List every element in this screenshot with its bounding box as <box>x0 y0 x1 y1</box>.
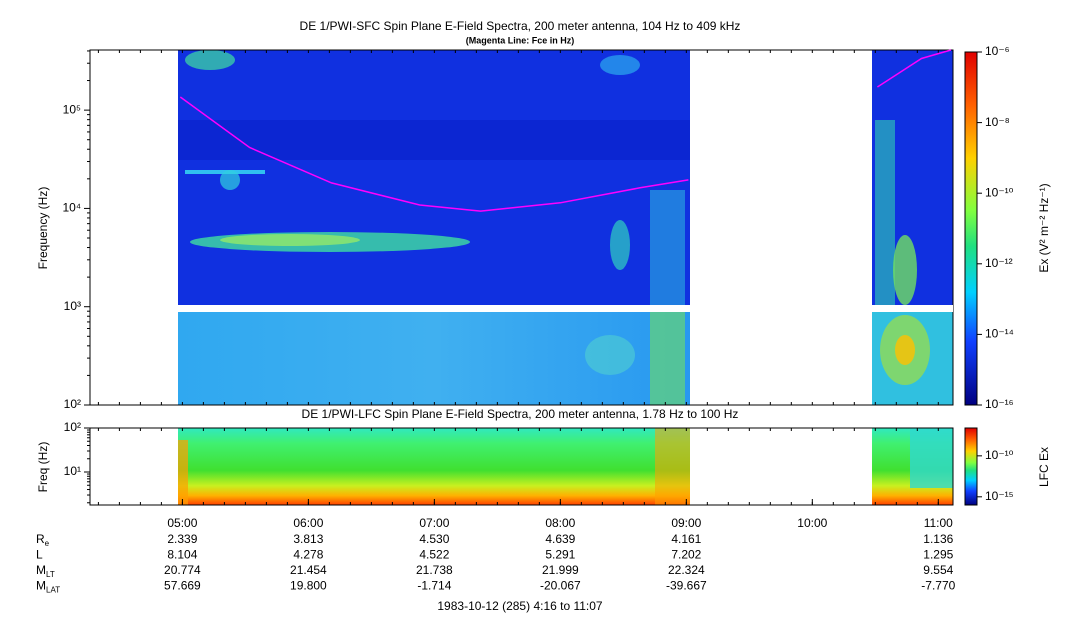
colorbar-tick-label: 10⁻¹⁶ <box>985 397 1014 411</box>
band-gap <box>178 305 953 312</box>
colorbar-label: Ex (V² m⁻² Hz⁻¹) <box>1037 183 1051 272</box>
ephemeris-value: 4.278 <box>293 548 323 562</box>
x-tick-label: 11:00 <box>924 516 953 530</box>
colorbar <box>964 427 978 506</box>
ephemeris-value: 20.774 <box>164 563 201 577</box>
y-axis-label: Freq (Hz) <box>36 442 50 493</box>
y-tick-label: 10⁵ <box>63 102 81 116</box>
x-tick-label: 09:00 <box>671 516 701 530</box>
y-tick-label: 10² <box>64 397 81 411</box>
colorbar <box>964 51 978 406</box>
ephemeris-value: 3.813 <box>293 532 323 546</box>
ephemeris-value: 4.639 <box>545 532 575 546</box>
colorbar-label: LFC Ex <box>1037 447 1051 487</box>
ephemeris-label-main: R <box>36 532 45 546</box>
ephemeris-value: 8.104 <box>167 548 197 562</box>
ephemeris-value: -39.667 <box>666 579 707 593</box>
ephemeris-value: 21.454 <box>290 563 327 577</box>
ephemeris-value: -20.067 <box>540 579 581 593</box>
chart-title: DE 1/PWI-SFC Spin Plane E-Field Spectra,… <box>300 19 741 33</box>
colorbar-tick-label: 10⁻¹⁰ <box>985 185 1014 199</box>
colorbar-tick-label: 10⁻¹² <box>985 256 1013 270</box>
x-tick-label: 07:00 <box>419 516 449 530</box>
plot-frame <box>89 49 954 406</box>
ephemeris-label-main: M <box>36 579 46 593</box>
fce-line <box>179 49 952 212</box>
ephemeris-value: 19.800 <box>290 579 327 593</box>
y-axis-label: Frequency (Hz) <box>36 187 50 270</box>
ephemeris-label: MLT <box>36 563 55 579</box>
ephemeris-label: L <box>36 548 43 562</box>
colorbar-tick-label: 10⁻⁶ <box>985 44 1010 58</box>
y-tick-label: 10⁴ <box>62 201 81 215</box>
ephemeris-value: 4.161 <box>671 532 701 546</box>
ephemeris-value: 1.136 <box>923 532 953 546</box>
y-tick-label: 10¹ <box>64 464 81 478</box>
x-tick-label: 05:00 <box>167 516 197 530</box>
ephemeris-value: 21.999 <box>542 563 579 577</box>
x-tick-label: 06:00 <box>293 516 323 530</box>
y-tick-label: 10² <box>64 420 81 434</box>
ephemeris-label-sub: LT <box>46 570 55 579</box>
ephemeris-value: 22.324 <box>668 563 705 577</box>
colorbar-tick-label: 10⁻¹⁴ <box>985 327 1014 341</box>
colorbar-tick-label: 10⁻¹⁵ <box>985 489 1014 503</box>
x-tick-label: 10:00 <box>797 516 827 530</box>
colorbar-tick-label: 10⁻¹⁰ <box>985 448 1014 462</box>
ephemeris-value: 57.669 <box>164 579 201 593</box>
ephemeris-value: -7.770 <box>921 579 955 593</box>
ephemeris-value: 21.738 <box>416 563 453 577</box>
plot-frame <box>89 427 954 506</box>
chart-subtitle: (Magenta Line: Fce in Hz) <box>466 35 575 45</box>
ephemeris-value: 9.554 <box>923 563 953 577</box>
ephemeris-value: 4.530 <box>419 532 449 546</box>
ephemeris-value: 4.522 <box>419 548 449 562</box>
ephemeris-value: -1.714 <box>417 579 451 593</box>
ephemeris-label: MLAT <box>36 579 60 595</box>
footer: 1983-10-12 (285) 4:16 to 11:07 <box>437 599 603 613</box>
ephemeris-label-main: L <box>36 548 43 562</box>
chart-title: DE 1/PWI-LFC Spin Plane E-Field Spectra,… <box>302 407 739 421</box>
y-tick-label: 10³ <box>64 299 81 313</box>
ephemeris-label-sub: LAT <box>46 586 60 595</box>
ephemeris-label-sub: e <box>45 539 50 548</box>
ephemeris-value: 5.291 <box>545 548 575 562</box>
spectrogram-image <box>178 50 953 505</box>
ephemeris-value: 2.339 <box>167 532 197 546</box>
ephemeris-value: 7.202 <box>671 548 701 562</box>
ephemeris-label-main: M <box>36 563 46 577</box>
ephemeris-label: Re <box>36 532 50 548</box>
ephemeris-value: 1.295 <box>923 548 953 562</box>
x-tick-label: 08:00 <box>545 516 575 530</box>
colorbar-tick-label: 10⁻⁸ <box>985 115 1010 129</box>
